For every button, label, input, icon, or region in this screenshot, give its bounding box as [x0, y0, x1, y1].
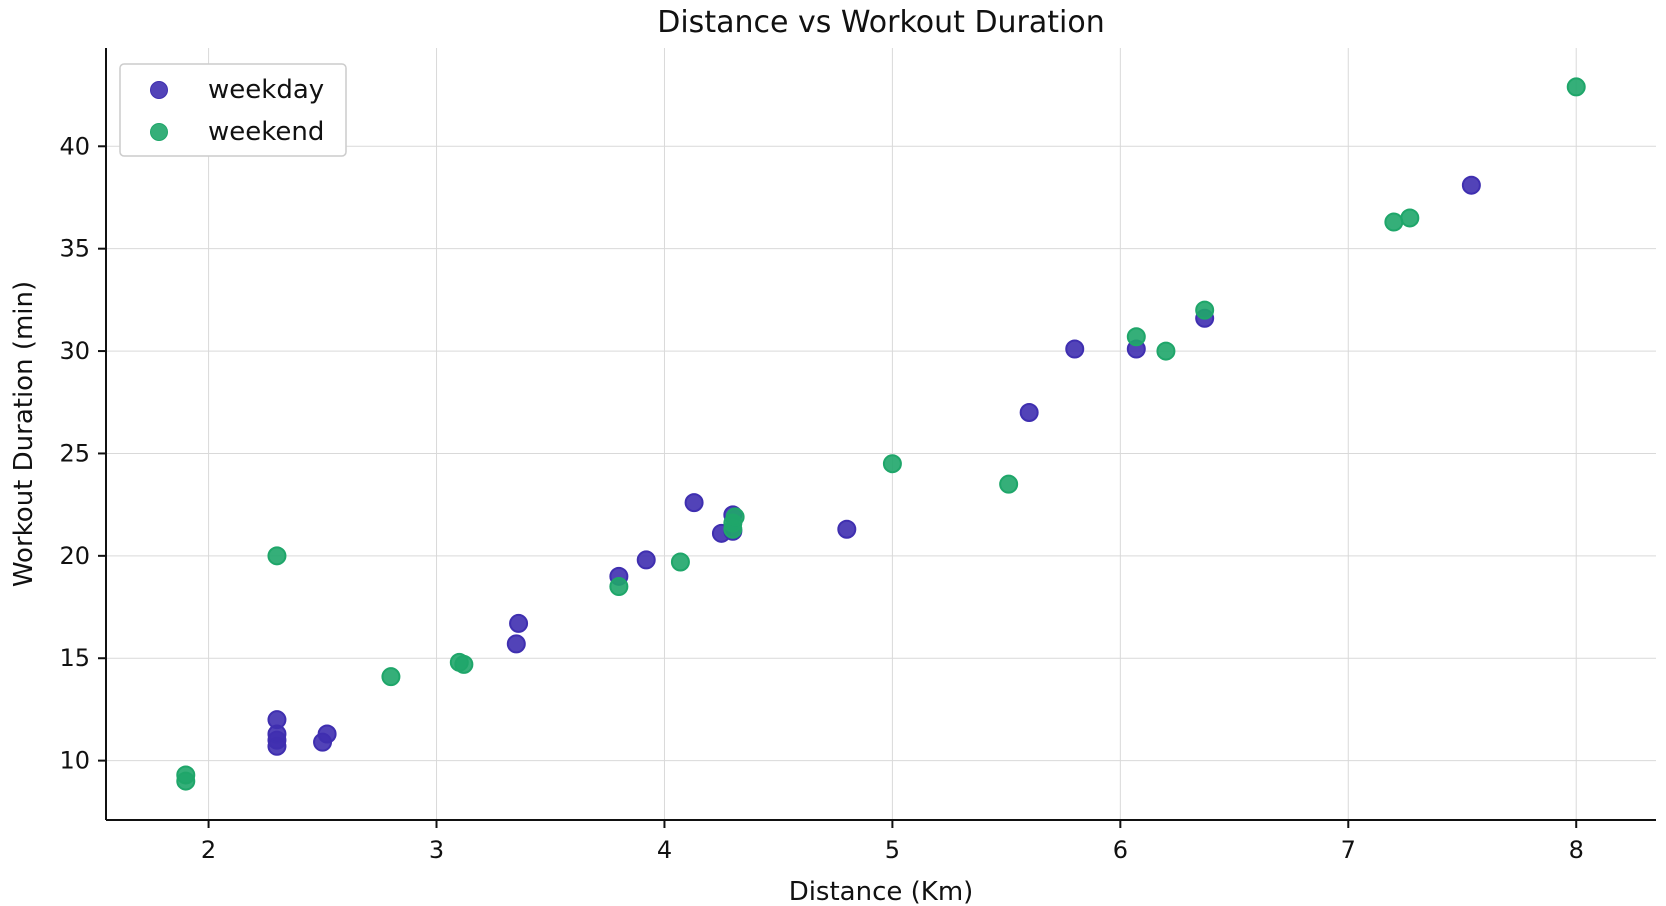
weekend-point — [725, 507, 745, 527]
weekday-point — [1065, 339, 1085, 359]
weekday-point — [1019, 402, 1039, 422]
points-layer — [176, 77, 1586, 791]
weekend-point — [1566, 77, 1586, 97]
x-tick-label: 6 — [1113, 836, 1128, 864]
y-tick-label: 15 — [59, 644, 90, 672]
axes-layer: 2 3 4 5 6 7 8 10 15 20 25 30 35 40 — [59, 48, 1656, 864]
legend-marker-weekend — [150, 123, 168, 141]
y-tick-label: 25 — [59, 439, 90, 467]
chart-title: Distance vs Workout Duration — [657, 5, 1105, 40]
weekend-point — [381, 667, 401, 687]
y-tick-label: 20 — [59, 542, 90, 570]
x-tick-label: 2 — [201, 836, 216, 864]
y-tick-label: 10 — [59, 747, 90, 775]
x-tick-label: 3 — [429, 836, 444, 864]
x-tick-label: 5 — [885, 836, 900, 864]
weekend-point — [1156, 341, 1176, 361]
weekday-point — [509, 613, 529, 633]
weekend-point — [670, 552, 690, 572]
weekend-point — [1126, 327, 1146, 347]
weekday-point — [267, 710, 287, 730]
weekday-point — [684, 493, 704, 513]
x-axis-label: Distance (Km) — [789, 877, 974, 906]
weekend-point — [267, 546, 287, 566]
legend-marker-weekday — [150, 81, 168, 99]
y-axis-label: Workout Duration (min) — [9, 281, 39, 587]
weekend-point — [882, 454, 902, 474]
weekday-point — [1461, 175, 1481, 195]
weekday-point — [506, 634, 526, 654]
weekend-point — [454, 654, 474, 674]
x-tick-label: 7 — [1341, 836, 1356, 864]
legend-label-weekend: weekend — [208, 117, 324, 147]
y-tick-label: 35 — [59, 235, 90, 263]
weekday-point — [317, 724, 337, 744]
x-tick-label: 8 — [1569, 836, 1584, 864]
weekday-point — [636, 550, 656, 570]
weekend-point — [1400, 208, 1420, 228]
weekend-point — [999, 474, 1019, 494]
legend: weekday weekend — [119, 63, 347, 157]
legend-label-weekday: weekday — [208, 75, 324, 105]
weekend-point — [176, 765, 196, 785]
weekend-point — [1195, 300, 1215, 320]
weekday-point — [837, 519, 857, 539]
legend-box — [119, 63, 347, 157]
weekend-point — [1384, 212, 1404, 232]
x-tick-label: 4 — [657, 836, 672, 864]
grid-layer — [106, 48, 1656, 820]
y-tick-label: 30 — [59, 337, 90, 365]
weekend-point — [609, 577, 629, 597]
y-tick-label: 40 — [59, 132, 90, 160]
